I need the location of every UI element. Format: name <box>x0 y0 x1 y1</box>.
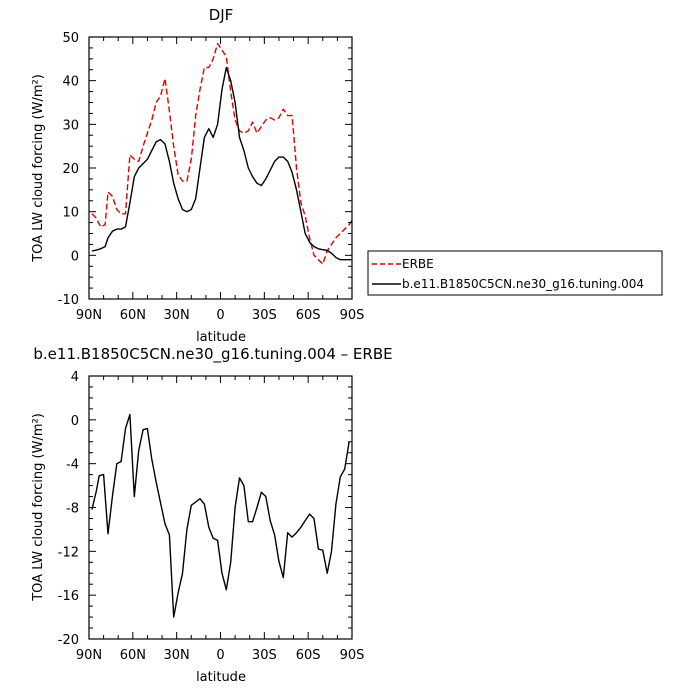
legend-frame <box>367 250 663 296</box>
bottom-ytick-label: -8 <box>66 502 79 517</box>
bottom-xtick-label: 60N <box>120 648 146 663</box>
top-xtick-label: 60N <box>120 308 146 323</box>
top-series-line-b-e11-b1850c5cn-ne30-g16-tuning-004 <box>91 66 352 261</box>
top-xtick-label: 30S <box>252 308 277 323</box>
bottom-xtick-label: 90N <box>76 648 102 663</box>
top-ytick-label: 0 <box>71 249 79 264</box>
bottom-ylabel: TOA LW cloud forcing (W/m²) <box>31 413 46 602</box>
bottom-ytick-label: -12 <box>58 545 79 560</box>
top-xtick-label: 90S <box>340 308 365 323</box>
bottom-ytick-label: -16 <box>58 589 79 604</box>
top-ytick-label: 10 <box>62 206 79 221</box>
panel-top: DJF 90N 60N 30N 0 30S 60S 90S -10 0 10 20 30 40 50 la… <box>31 6 663 345</box>
legend-erbe-label: ERBE <box>402 257 434 271</box>
bottom-xtick-label: 0 <box>216 648 224 663</box>
bottom-xlabel: latitude <box>196 670 246 685</box>
bottom-ytick-label: -4 <box>66 458 79 473</box>
bottom-chart-title: b.e11.B1850C5CN.ne30_g16.tuning.004 – ER… <box>33 345 392 364</box>
top-xlabel: latitude <box>196 330 246 345</box>
bottom-ytick-label: 0 <box>71 414 79 429</box>
bottom-series-line-diff <box>91 413 350 618</box>
bottom-ytick-label: -20 <box>58 633 79 648</box>
legend-model-label: b.e11.B1850C5CN.ne30_g16.tuning.004 <box>402 277 644 291</box>
bottom-xtick-label: 30S <box>252 648 277 663</box>
top-ytick-label: 50 <box>62 31 79 46</box>
bottom-plot-frame <box>88 375 353 640</box>
panel-bottom: b.e11.B1850C5CN.ne30_g16.tuning.004 – ER… <box>31 345 393 685</box>
bottom-ytick-label: 4 <box>71 370 79 385</box>
bottom-xtick-label: 90S <box>340 648 365 663</box>
top-series-line-erbe <box>91 42 352 265</box>
top-xtick-label: 60S <box>296 308 321 323</box>
top-ylabel: TOA LW cloud forcing (W/m²) <box>31 74 46 263</box>
top-xtick-label: 0 <box>216 308 224 323</box>
bottom-xtick-label: 60S <box>296 648 321 663</box>
top-series-group <box>91 42 352 265</box>
top-ytick-label: 40 <box>62 75 79 90</box>
top-chart-title: DJF <box>209 6 234 24</box>
top-ytick-label: 30 <box>62 118 79 133</box>
bottom-xtick-label: 30N <box>164 648 190 663</box>
top-xtick-label: 30N <box>164 308 190 323</box>
top-xtick-label: 90N <box>76 308 102 323</box>
top-ytick-label: 20 <box>62 162 79 177</box>
top-ytick-label: -10 <box>58 293 79 308</box>
bottom-series-group <box>91 413 350 618</box>
legend: ERBE b.e11.B1850C5CN.ne30_g16.tuning.004 <box>367 250 663 296</box>
